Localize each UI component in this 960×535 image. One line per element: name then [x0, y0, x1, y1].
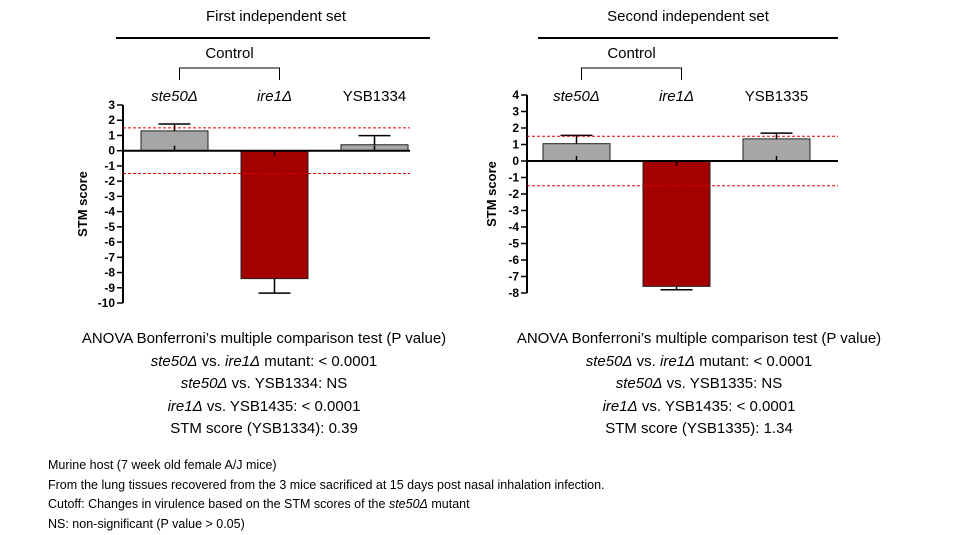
panel-2-y-tick-label: -7	[508, 270, 519, 284]
panel-2-y-tick-label: 4	[512, 88, 519, 102]
panel-2-control-bracket	[581, 67, 682, 80]
stats-heading: ANOVA Bonferroni’s multiple comparison t…	[81, 330, 447, 347]
stats-text: mutant: < 0.0001	[260, 352, 378, 370]
footnotes: Murine host (7 week old female A/J mice)…	[48, 456, 605, 534]
footnote-ns: NS: non-significant (P value > 0.05)	[48, 516, 245, 531]
stats-row: STM score (YSB1335): 1.34	[605, 420, 793, 437]
panel-1-y-tick-label: -5	[104, 220, 115, 234]
footnote-host: Murine host (7 week old female A/J mice)	[48, 458, 277, 472]
panel-1-control-bracket	[179, 67, 280, 80]
panel-2-y-tick-label: 3	[512, 105, 519, 119]
stats-text: vs.	[197, 352, 226, 370]
panel-1-category-label: YSB1334	[343, 88, 406, 105]
stats-strain: ire1Δ	[167, 397, 203, 415]
panel-1-y-tick-label: -2	[104, 174, 115, 188]
stats-strain: ste50Δ	[180, 375, 228, 392]
panel-1-y-tick-label: -9	[104, 281, 115, 295]
panel-1-title-rule	[116, 37, 430, 39]
panel-1-y-tick-label: -8	[104, 266, 115, 280]
stats-strain: ste50Δ	[150, 352, 198, 370]
panel-2-stats: ANOVA Bonferroni’s multiple comparison t…	[479, 328, 919, 441]
stats-text: vs. YSB1435: < 0.0001	[202, 397, 361, 415]
stats-row: ste50Δ vs. ire1Δ mutant: < 0.0001	[479, 351, 919, 374]
panel-1-y-tick-label: -4	[104, 205, 115, 219]
footnote-cutoff: Cutoff: Changes in virulence based on th…	[48, 495, 605, 515]
panel-1-y-tick-label: 1	[108, 128, 115, 142]
panel-1-y-tick-label: 2	[108, 113, 115, 127]
stats-row: ire1Δ vs. YSB1435: < 0.0001	[44, 396, 484, 419]
stats-heading: ANOVA Bonferroni’s multiple comparison t…	[516, 330, 882, 347]
panel-1-category-label: ire1Δ	[257, 88, 292, 105]
stats-strain: ste50Δ	[585, 352, 633, 370]
panel-2-y-tick-label: 1	[512, 138, 519, 152]
panel-2-title-rule	[538, 37, 838, 39]
panel-1-y-axis-label: STM score	[75, 171, 90, 237]
stats-strain: ire1Δ	[225, 352, 261, 370]
panel-2-title: Second independent set	[607, 8, 769, 25]
panel-1-y-tick-label: 0	[108, 144, 115, 158]
panel-1-bar-2	[240, 150, 309, 280]
panel-1-y-tick-label: -3	[104, 189, 115, 203]
stats-text: mutant: < 0.0001	[695, 352, 813, 370]
panel-1-y-tick-label: -1	[104, 159, 115, 173]
panel-2-y-tick-label: -4	[508, 220, 519, 234]
panel-1-y-tick-label: 3	[108, 98, 115, 112]
stats-row: ire1Δ vs. YSB1435: < 0.0001	[479, 396, 919, 419]
stats-row: ste50Δ vs. YSB1334: NS	[44, 373, 484, 396]
panel-1-title: First independent set	[205, 8, 347, 25]
stats-row: ste50Δ vs. ire1Δ mutant: < 0.0001	[44, 351, 484, 374]
panel-1-y-tick-label: -10	[98, 296, 116, 310]
panel-1-category-label: ste50Δ	[151, 88, 198, 105]
footnote-text: mutant	[427, 497, 470, 511]
panel-1-control-label: Control	[205, 45, 253, 62]
panel-2-bar-2	[642, 160, 711, 287]
panel-2-y-tick-label: -3	[508, 204, 519, 218]
stats-row: STM score (YSB1334): 0.39	[170, 420, 358, 437]
panel-1-y-tick-label: -6	[104, 235, 115, 249]
panel-2-y-tick-label: 2	[512, 121, 519, 135]
footnote-text: Cutoff: Changes in virulence based on th…	[48, 497, 389, 511]
stats-text: vs. YSB1435: < 0.0001	[637, 397, 796, 415]
panel-2-category-label: ire1Δ	[659, 88, 694, 105]
panel-1-y-tick-label: -7	[104, 250, 115, 264]
panel-2-y-tick-label: -8	[508, 286, 519, 300]
stats-text: vs. YSB1335: NS	[662, 375, 783, 392]
panel-2-y-tick-label: -1	[508, 171, 519, 185]
footnote-strain: ste50Δ	[388, 497, 428, 511]
panel-2-y-axis-label: STM score	[484, 161, 499, 227]
panel-2-category-label: ste50Δ	[553, 88, 600, 105]
panel-2-category-label: YSB1335	[745, 88, 808, 105]
stats-strain: ire1Δ	[602, 397, 638, 415]
panel-2-y-tick-label: -6	[508, 253, 519, 267]
panel-2-y-tick-label: -5	[508, 237, 519, 251]
stats-text: vs.	[632, 352, 661, 370]
panel-1-stats: ANOVA Bonferroni’s multiple comparison t…	[44, 328, 484, 441]
panel-2-y-tick-label: 0	[512, 154, 519, 168]
stats-strain: ire1Δ	[660, 352, 696, 370]
footnote-tissue: From the lung tissues recovered from the…	[48, 477, 605, 492]
stats-row: ste50Δ vs. YSB1335: NS	[479, 373, 919, 396]
stats-text: vs. YSB1334: NS	[227, 375, 348, 392]
panel-2-control-label: Control	[607, 45, 655, 62]
stats-strain: ste50Δ	[615, 375, 663, 392]
panel-2-y-tick-label: -2	[508, 187, 519, 201]
